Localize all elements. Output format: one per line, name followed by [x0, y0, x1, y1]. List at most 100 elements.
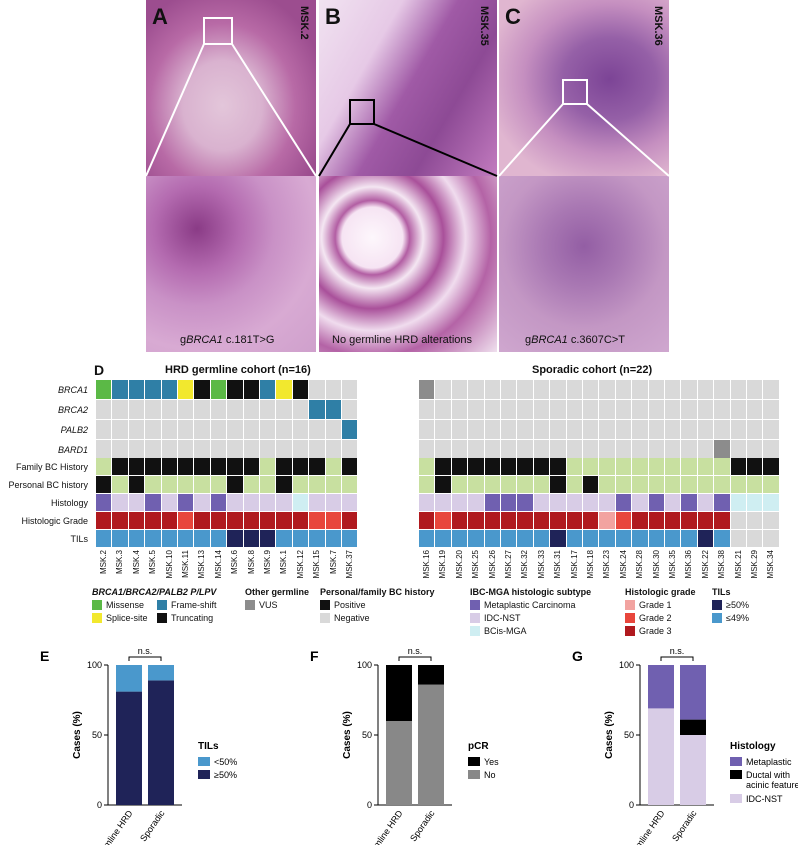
- legend-title: Histologic grade: [625, 587, 696, 597]
- gene-cell: [550, 400, 566, 419]
- clinical-cell: [697, 458, 714, 475]
- gene-cell: [747, 440, 763, 459]
- bar-segment: [680, 665, 706, 720]
- clinical-cell: [309, 530, 325, 547]
- clinical-cell: [243, 530, 259, 547]
- gene-cell: [468, 380, 484, 399]
- clinical-cell: [533, 458, 550, 475]
- clinical-cell: [763, 512, 779, 529]
- legend-label: ≥50%: [214, 770, 237, 780]
- clinical-cell: [227, 476, 243, 493]
- clinical-cell: [533, 512, 550, 529]
- clinical-cell: [435, 494, 451, 511]
- gene-cell: [161, 400, 177, 419]
- clinical-cell: [435, 458, 451, 475]
- gene-cell: [484, 420, 500, 439]
- zoom-guides: [145, 17, 670, 177]
- bar-segment: [148, 665, 174, 681]
- x-tick-label: Sporadic: [138, 808, 167, 843]
- clinical-cell: [566, 458, 582, 475]
- clinical-row-label: Family BC History: [15, 462, 88, 472]
- significance-label: n.s.: [670, 646, 685, 656]
- clinical-cell: [342, 476, 358, 493]
- clinical-cell: [550, 458, 566, 475]
- clinical-cell: [501, 530, 517, 547]
- case-column-label: MSK.13: [197, 550, 207, 579]
- clinical-cell: [468, 494, 484, 511]
- legend-label: Grade 1: [639, 600, 672, 610]
- clinical-cell: [112, 476, 128, 493]
- bar-segment: [648, 665, 674, 709]
- clinical-cell: [599, 494, 615, 511]
- clinical-cell: [517, 476, 533, 493]
- x-tick-label: Sporadic: [670, 808, 699, 843]
- clinical-cell: [763, 458, 779, 475]
- gene-cell: [309, 380, 325, 399]
- gene-cell: [648, 400, 664, 419]
- gene-cell: [325, 400, 341, 419]
- legend-label: Positive: [334, 600, 366, 610]
- gene-cell: [309, 400, 325, 419]
- clinical-cell: [161, 494, 177, 511]
- clinical-cell: [194, 458, 210, 475]
- stacked-bar-chart-f: F 0 50 100 Cases (%) Germline HRD Sporadic n.s.…: [310, 646, 499, 845]
- gene-cell: [276, 380, 292, 399]
- gene-cell: [96, 440, 112, 459]
- case-column-label: MSK.24: [618, 550, 628, 579]
- gene-cell: [227, 440, 243, 459]
- gene-cell: [342, 380, 358, 399]
- gene-row-label: PALB2: [60, 425, 88, 435]
- gene-cell: [517, 400, 533, 419]
- gene-cell: [178, 440, 194, 459]
- legend-title: pCR: [468, 741, 489, 752]
- clinical-cell: [435, 476, 451, 493]
- legend-item: Splice-site: [92, 613, 148, 623]
- histology-image-a-high: [146, 176, 316, 352]
- legend-label: Metaplastic: [746, 757, 792, 767]
- clinical-cell: [566, 512, 582, 529]
- clinical-row-label: Personal BC history: [8, 480, 88, 490]
- gene-cell: [112, 420, 128, 439]
- clinical-cell: [342, 494, 358, 511]
- clinical-cell: [325, 530, 341, 547]
- legend-swatch: [470, 600, 480, 610]
- bar-segment: [116, 691, 142, 805]
- gene-cell: [681, 440, 697, 459]
- clinical-cell: [517, 494, 533, 511]
- legend-item: Truncating: [157, 613, 213, 623]
- clinical-cell: [714, 512, 730, 529]
- gene-cell: [325, 420, 341, 439]
- clinical-cell: [484, 530, 500, 547]
- gene-cell: [292, 380, 309, 399]
- clinical-cell: [161, 512, 177, 529]
- gene-cell: [681, 380, 697, 399]
- gene-cell: [533, 420, 550, 439]
- clinical-cell: [517, 530, 533, 547]
- clinical-cell: [210, 458, 227, 475]
- legend-swatch: [92, 600, 102, 610]
- clinical-cell: [747, 476, 763, 493]
- legend-swatch: [712, 600, 722, 610]
- clinical-cell: [533, 494, 550, 511]
- case-column-label: MSK.1: [279, 550, 289, 575]
- case-column-label: MSK.8: [246, 550, 256, 575]
- legend-label: BCis-MGA: [484, 626, 527, 636]
- clinical-cell: [309, 512, 325, 529]
- clinical-cell: [260, 458, 276, 475]
- gene-cell: [566, 420, 582, 439]
- legend-label: No: [484, 770, 496, 780]
- gene-cell: [96, 420, 112, 439]
- legend-swatch: [92, 613, 102, 623]
- gene-cell: [681, 420, 697, 439]
- legend-label: Grade 3: [639, 626, 672, 636]
- gene-cell: [276, 440, 292, 459]
- gene-cell: [681, 400, 697, 419]
- legend-title: Personal/family BC history: [320, 587, 435, 597]
- gene-cell: [730, 380, 746, 399]
- clinical-cell: [599, 512, 615, 529]
- legend-label: IDC-NST: [746, 794, 783, 804]
- caption-b: No germline HRD alterations: [332, 334, 472, 346]
- gene-cell: [210, 400, 227, 419]
- clinical-cell: [419, 458, 435, 475]
- legend-item: Frame-shift: [157, 600, 217, 610]
